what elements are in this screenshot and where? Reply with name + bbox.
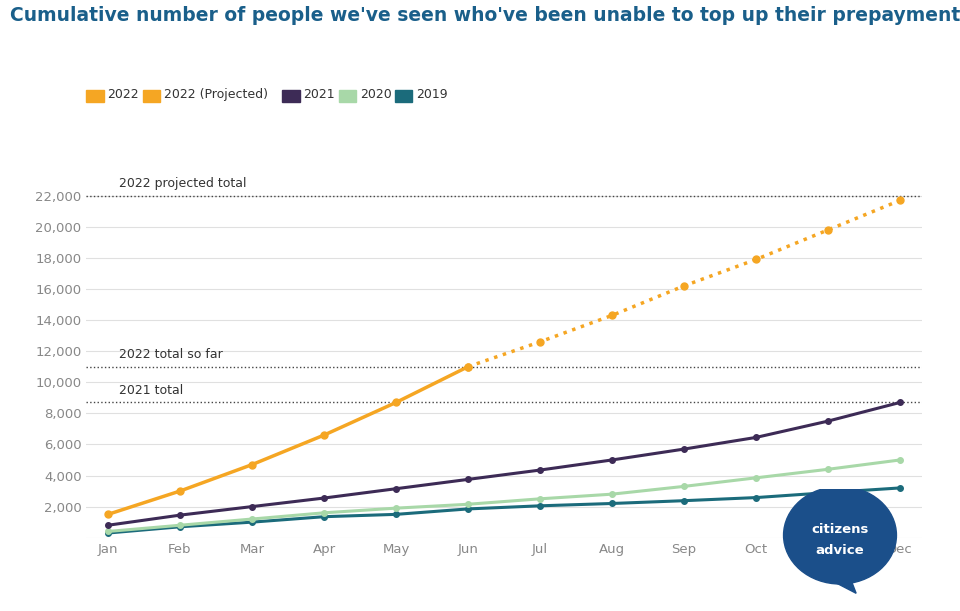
Text: Cumulative number of people we've seen who've been unable to top up their prepay: Cumulative number of people we've seen w… [10, 6, 960, 25]
Text: 2020: 2020 [360, 88, 392, 101]
Text: 2022: 2022 [108, 88, 139, 101]
Circle shape [783, 486, 897, 584]
Text: 2021: 2021 [303, 88, 335, 101]
Text: 2022 projected total: 2022 projected total [119, 177, 247, 190]
Text: 2022 (Projected): 2022 (Projected) [164, 88, 268, 101]
Text: 2021 total: 2021 total [119, 384, 183, 397]
Text: 2019: 2019 [417, 88, 448, 101]
Text: advice: advice [816, 544, 864, 557]
Polygon shape [829, 579, 856, 593]
Text: 2022 total so far: 2022 total so far [119, 348, 223, 361]
Text: citizens: citizens [811, 523, 869, 536]
